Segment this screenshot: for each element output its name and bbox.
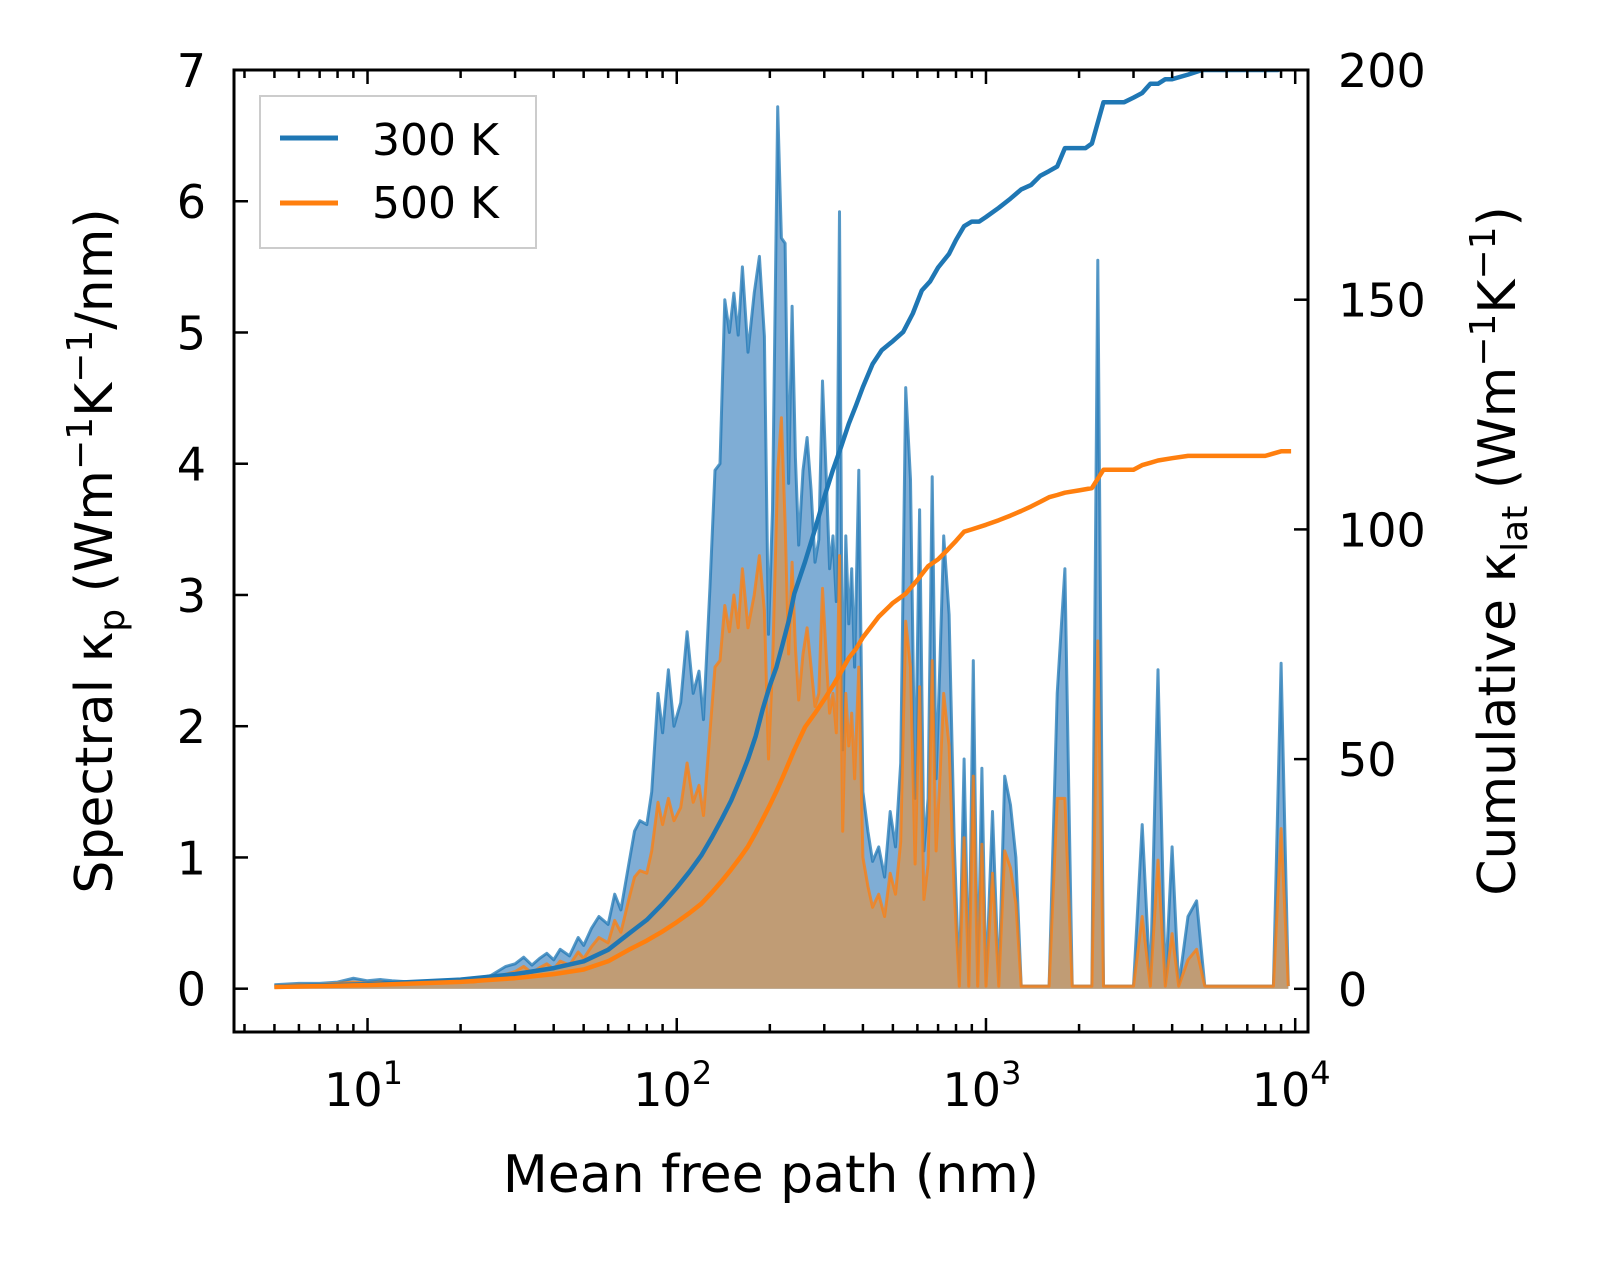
- legend-label-500k: 500 K: [372, 178, 500, 229]
- y-axis-left-label: Spectral κp (Wm−1K−1/nm): [60, 208, 133, 893]
- y-left-tick-label: 0: [177, 963, 206, 1017]
- y-left-tick-label: 5: [177, 306, 206, 360]
- x-tick-label: 101: [324, 1054, 403, 1117]
- y-left-tick-label: 7: [177, 44, 206, 98]
- y-left-tick-label: 3: [177, 569, 206, 623]
- y-right-tick-label: 50: [1338, 733, 1397, 787]
- y-left-tick-label: 4: [177, 438, 206, 492]
- y-right-tick-label: 100: [1338, 503, 1426, 557]
- y-left-tick-label: 6: [177, 175, 206, 229]
- spectral-area-500k: [274, 418, 1288, 989]
- legend: 300 K 500 K: [260, 96, 536, 248]
- legend-label-300k: 300 K: [372, 115, 500, 166]
- x-tick-label: 104: [1252, 1054, 1331, 1117]
- x-tick-label: 103: [943, 1054, 1022, 1117]
- x-axis-label: Mean free path (nm): [503, 1145, 1039, 1205]
- y-right-tick-label: 150: [1338, 274, 1426, 328]
- chart: 101 102 103 10401234567050100150200 300 K 5…: [0, 0, 1605, 1265]
- y-left-tick-label: 1: [177, 831, 206, 885]
- x-tick-label: 102: [633, 1054, 712, 1117]
- y-right-tick-label: 0: [1338, 963, 1367, 1017]
- y-left-tick-label: 2: [177, 700, 206, 754]
- y-right-tick-label: 200: [1338, 44, 1426, 98]
- y-axis-right-label: Cumulative κlat (Wm−1K−1): [1463, 206, 1536, 896]
